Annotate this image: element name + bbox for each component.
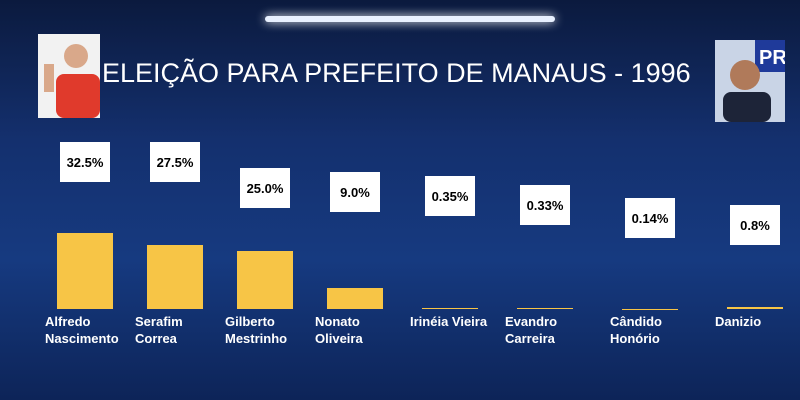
bar <box>237 250 293 309</box>
data-label: 9.0% <box>330 172 380 212</box>
x-tick-label: Danizio <box>715 314 762 329</box>
candidate-photo <box>38 34 100 118</box>
bar <box>327 287 383 309</box>
data-label: 0.33% <box>520 185 570 225</box>
data-label: 0.8% <box>730 205 780 245</box>
bar <box>517 308 573 309</box>
x-tick-label: Nonato Oliveira <box>315 314 363 346</box>
x-tick-label: Irinéia Vieira <box>410 314 488 329</box>
bar <box>147 244 203 309</box>
chart-title: ELEIÇÃO PARA PREFEITO DE MANAUS - 1996 <box>102 58 691 88</box>
light-streak <box>265 16 555 22</box>
data-label: 0.35% <box>425 176 475 216</box>
svg-text:PR: PR <box>759 47 785 69</box>
data-label: 27.5% <box>150 142 200 182</box>
data-label: 32.5% <box>60 142 110 182</box>
data-label: 0.14% <box>625 198 675 238</box>
x-tick-label: Cândido Honório <box>610 314 662 346</box>
bar <box>422 308 478 309</box>
data-label: 25.0% <box>240 168 290 208</box>
x-tick-label: Gilberto Mestrinho <box>225 314 288 346</box>
bar <box>727 307 783 309</box>
x-tick-label: Serafim Correa <box>135 314 183 346</box>
x-tick-label: Evandro Carreira <box>505 314 558 346</box>
x-tick-label: Alfredo Nascimento <box>45 314 119 346</box>
candidate-photo: PR <box>715 40 785 122</box>
bar <box>57 233 113 309</box>
